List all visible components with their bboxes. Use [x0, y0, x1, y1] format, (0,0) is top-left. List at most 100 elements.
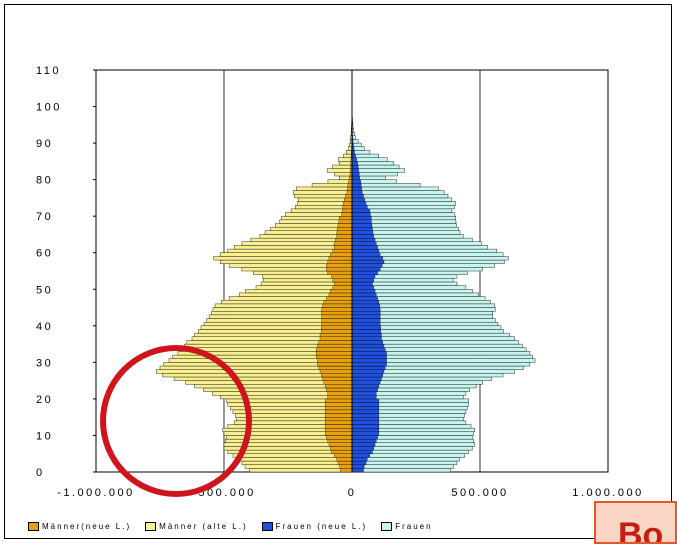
bar-frauen-neue — [351, 226, 373, 231]
bar-frauen-neue — [351, 263, 383, 268]
bar-maenner-neue — [326, 435, 353, 440]
bar-frauen-neue — [351, 318, 381, 323]
bar-maenner-neue — [331, 449, 353, 454]
bar-frauen-neue — [351, 380, 381, 385]
legend-swatch-maenner-neue — [28, 521, 39, 531]
bar-maenner-neue — [317, 362, 353, 367]
bar-frauen-neue — [351, 219, 372, 224]
bar-frauen-neue — [351, 325, 381, 330]
bar-frauen-neue — [351, 208, 371, 213]
legend-label-maenner-neue: Männer(neue L.) — [42, 521, 132, 531]
bar-maenner-neue — [330, 289, 353, 294]
bar-frauen-neue — [351, 336, 382, 341]
legend-swatch-frauen-neue — [261, 521, 273, 531]
bar-maenner-neue — [316, 351, 353, 356]
bar-maenner-neue — [321, 373, 353, 378]
bar-maenner-neue — [324, 420, 353, 425]
bar-frauen-neue — [351, 395, 377, 400]
bar-frauen-neue — [351, 252, 381, 257]
bar-maenner-neue — [342, 205, 353, 210]
bar-frauen-neue — [351, 322, 381, 326]
bar-maenner-alte — [241, 460, 353, 465]
bar-maenner-alte — [292, 190, 353, 195]
bar-frauen-neue — [351, 194, 364, 199]
bar-maenner-neue — [345, 194, 353, 199]
bar-frauen-neue — [351, 183, 362, 188]
bar-frauen-neue — [351, 281, 373, 286]
bar-frauen-neue — [351, 438, 377, 443]
bar-frauen-neue — [351, 358, 387, 363]
bar-frauen-neue — [351, 278, 374, 283]
bar-maenner-alte — [343, 153, 353, 158]
bar-maenner-neue — [317, 358, 353, 363]
legend: Männer(neue L.) Männer (alte L.) Frauen … — [28, 519, 447, 533]
bar-maenner-neue — [335, 237, 353, 242]
legend-item-frauen-alte: Frauen — [381, 521, 433, 531]
y-tick-label: 80 — [36, 175, 53, 187]
bar-maenner-neue — [327, 438, 353, 443]
bar-frauen-neue — [351, 300, 380, 305]
bar-frauen-neue — [351, 234, 374, 239]
bar-maenner-neue — [324, 398, 353, 403]
callout-text: Bo — [618, 516, 664, 544]
y-tick-label: 0 — [36, 467, 45, 479]
bar-frauen-neue — [351, 468, 364, 473]
bar-frauen-neue — [351, 457, 368, 462]
legend-label-maenner-alte: Männer (alte L.) — [159, 521, 248, 531]
y-tick-label: 20 — [36, 394, 53, 406]
bar-frauen-neue — [351, 303, 380, 308]
bar-maenner-neue — [336, 457, 353, 462]
bar-maenner-neue — [332, 278, 353, 283]
bar-frauen-neue — [351, 285, 374, 290]
bar-maenner-neue — [337, 226, 353, 231]
bar-frauen-neue — [351, 245, 378, 250]
bar-frauen-neue — [351, 274, 376, 279]
bar-frauen-neue — [351, 362, 387, 367]
bar-maenner-alte — [295, 186, 353, 191]
bar-frauen-neue — [351, 153, 356, 158]
bar-frauen-neue — [351, 230, 374, 235]
bar-maenner-neue — [321, 307, 353, 312]
bar-maenner-neue — [318, 365, 353, 370]
bar-frauen-neue — [351, 376, 382, 381]
bar-frauen-neue — [351, 424, 380, 429]
bar-frauen-neue — [351, 179, 361, 184]
bar-maenner-neue — [333, 245, 353, 250]
bar-frauen-alte — [351, 464, 455, 469]
bar-frauen-alte — [351, 157, 388, 162]
bar-maenner-neue — [343, 201, 353, 206]
bar-frauen-alte — [351, 190, 445, 195]
bar-frauen-neue — [351, 417, 380, 421]
legend-label-frauen-alte: Frauen — [395, 521, 433, 531]
bar-maenner-neue — [316, 347, 353, 352]
bar-maenner-neue — [322, 303, 353, 308]
bar-frauen-neue — [351, 175, 360, 180]
bar-frauen-neue — [351, 259, 385, 264]
bar-maenner-neue — [339, 464, 353, 469]
bar-frauen-neue — [351, 442, 376, 447]
y-tick-label: 10 — [36, 430, 53, 442]
bar-maenner-alte — [298, 197, 353, 202]
bar-maenner-neue — [327, 395, 353, 400]
bar-frauen-neue — [351, 205, 368, 210]
bar-maenner-neue — [318, 340, 353, 345]
bar-frauen-neue — [351, 296, 378, 301]
bar-maenner-neue — [327, 270, 353, 275]
x-tick-label: -1.000.000 — [57, 487, 135, 499]
bar-maenner-neue — [321, 311, 353, 316]
bar-maenner-neue — [348, 179, 353, 184]
bar-frauen-neue — [351, 332, 382, 337]
bar-frauen-neue — [351, 365, 386, 370]
bar-frauen-neue — [351, 453, 371, 458]
legend-swatch-frauen-alte — [381, 521, 393, 531]
bar-maenner-neue — [333, 453, 353, 458]
bar-frauen-neue — [351, 212, 371, 217]
legend-item-frauen-neue: Frauen (neue L.) — [261, 521, 368, 531]
bar-frauen-neue — [351, 314, 381, 319]
bar-maenner-alte — [346, 150, 353, 155]
bar-maenner-alte — [311, 183, 353, 188]
bar-frauen-neue — [351, 237, 376, 242]
bar-maenner-neue — [341, 212, 353, 217]
x-tick-label: 1.000.000 — [572, 487, 643, 499]
bar-maenner-neue — [324, 413, 353, 418]
